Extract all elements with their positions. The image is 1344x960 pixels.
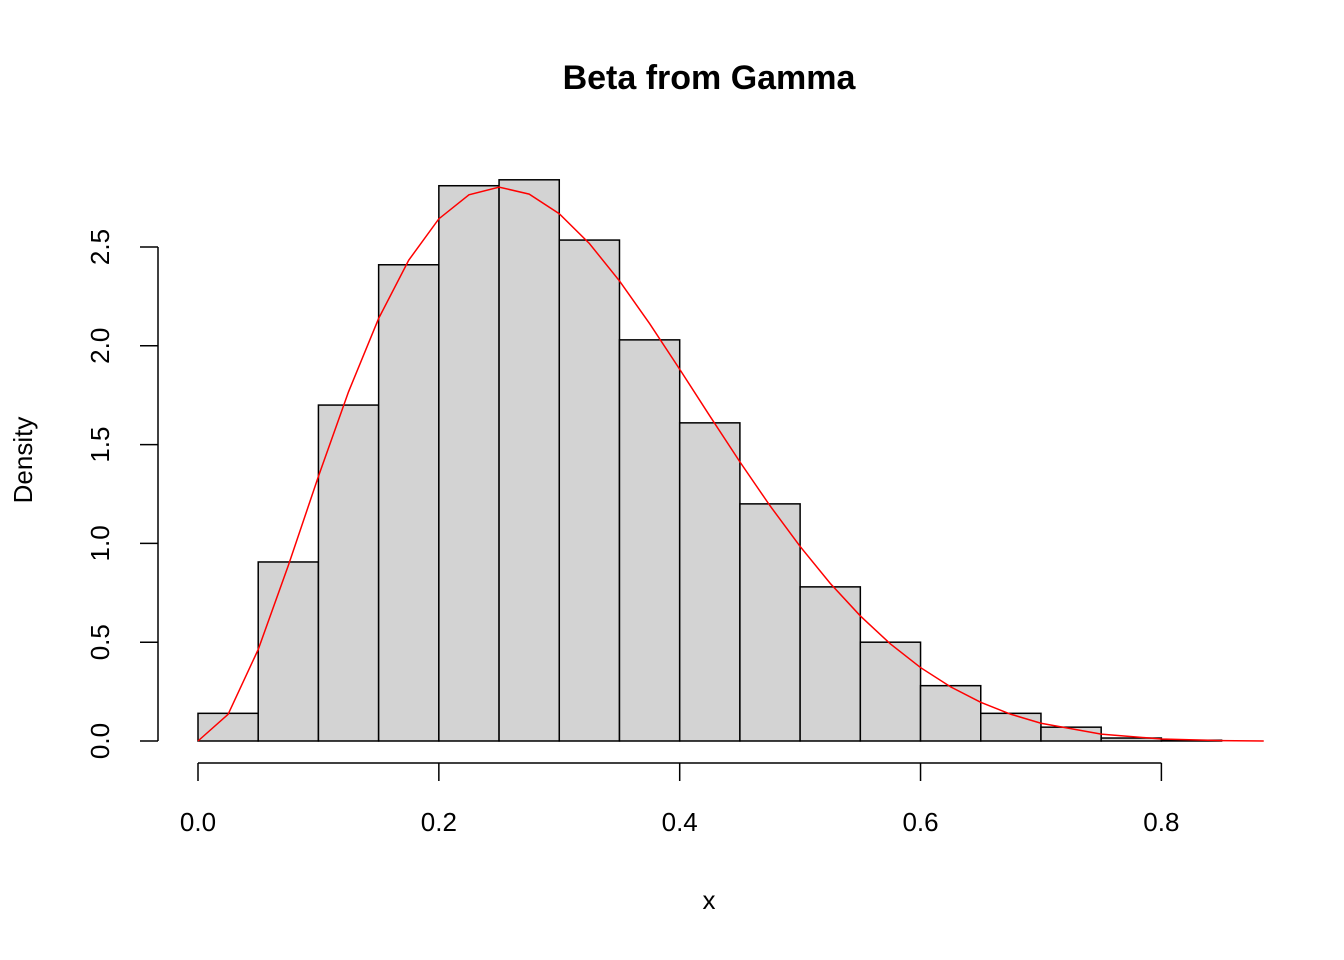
y-tick-label: 1.0 [85, 525, 115, 561]
bar [197, 712, 259, 742]
bar [739, 503, 801, 742]
y-tick-label: 1.5 [85, 427, 115, 463]
bar [438, 184, 500, 742]
y-tick-label: 2.0 [85, 328, 115, 364]
x-axis-label: x [703, 885, 716, 915]
bar [618, 339, 681, 742]
bar [498, 179, 561, 742]
y-tick-label: 0.0 [85, 723, 115, 759]
bar [558, 239, 621, 742]
bar [919, 684, 982, 742]
x-tick-label: 0.4 [662, 807, 698, 837]
x-tick-label: 0.0 [180, 807, 216, 837]
x-tick-label: 0.8 [1143, 807, 1179, 837]
bar [317, 404, 380, 742]
y-tick-label: 0.5 [85, 624, 115, 660]
bar [859, 641, 922, 742]
y-tick-label: 2.5 [85, 229, 115, 265]
chart-title: Beta from Gamma [563, 59, 857, 97]
bar [377, 264, 440, 742]
density-curve [197, 186, 1264, 742]
bar [799, 586, 862, 742]
bar [257, 561, 320, 742]
bar [980, 712, 1042, 742]
y-axis-label: Density [8, 417, 38, 504]
bar [678, 422, 741, 742]
x-tick-label: 0.2 [421, 807, 457, 837]
x-tick-label: 0.6 [902, 807, 938, 837]
